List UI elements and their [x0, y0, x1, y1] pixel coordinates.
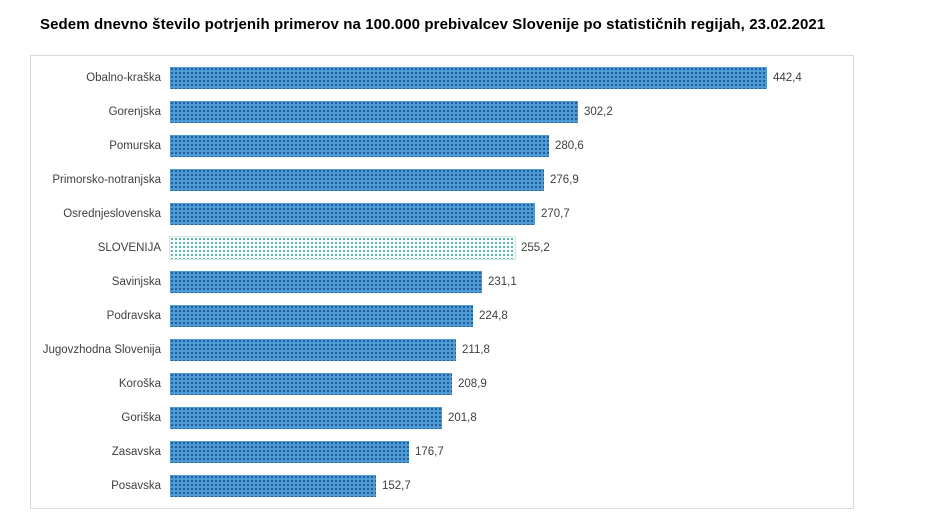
bar-row: Gorenjska 302,2	[31, 96, 853, 128]
value-label: 224,8	[479, 310, 508, 322]
category-label: Podravska	[106, 310, 161, 322]
bar	[170, 373, 452, 395]
bar-track: 201,8	[170, 407, 853, 429]
value-label: 280,6	[555, 140, 584, 152]
value-label: 201,8	[448, 412, 477, 424]
bar-row: Osrednjeslovenska 270,7	[31, 198, 853, 230]
bar-track: 176,7	[170, 441, 853, 463]
bar	[170, 407, 442, 429]
value-label: 211,8	[462, 344, 490, 356]
bar-row: Koroška 208,9	[31, 368, 853, 400]
bar-track: 208,9	[170, 373, 853, 395]
chart-title: Sedem dnevno število potrjenih primerov …	[40, 16, 826, 33]
bar-row: Posavska 152,7	[31, 470, 853, 502]
bar-row: Podravska 224,8	[31, 300, 853, 332]
bar	[170, 475, 376, 497]
bar-track: 231,1	[170, 271, 853, 293]
bar-row: Savinjska 231,1	[31, 266, 853, 298]
value-label: 176,7	[415, 446, 444, 458]
category-label: Primorsko-notranjska	[52, 174, 161, 186]
bar	[170, 339, 456, 361]
bar-row: Jugovzhodna Slovenija 211,8	[31, 334, 853, 366]
bar-track: 276,9	[170, 169, 853, 191]
bar-row: Goriška 201,8	[31, 402, 853, 434]
value-label: 276,9	[550, 174, 579, 186]
bar-track: 442,4	[170, 67, 853, 89]
category-label: Zasavska	[111, 446, 161, 458]
value-label: 302,2	[584, 106, 613, 118]
plot-area: Obalno-kraška 442,4 Gorenjska 302,2 Pomurska…	[30, 55, 854, 509]
bar	[170, 169, 544, 191]
category-label: Goriška	[121, 412, 161, 424]
value-label: 152,7	[382, 480, 411, 492]
bar	[170, 67, 767, 89]
value-label: 255,2	[521, 242, 550, 254]
bar	[170, 203, 535, 225]
bar	[170, 135, 549, 157]
value-label: 270,7	[541, 208, 570, 220]
bar-track: 280,6	[170, 135, 853, 157]
category-label: Savinjska	[111, 276, 161, 288]
category-label: Gorenjska	[108, 106, 161, 118]
bar-slovenija-highlight	[169, 236, 516, 260]
bar-track: 270,7	[170, 203, 853, 225]
bar-row: Primorsko-notranjska 276,9	[31, 164, 853, 196]
bar-row: Pomurska 280,6	[31, 130, 853, 162]
bar	[170, 305, 473, 327]
bar-row: Obalno-kraška 442,4	[31, 62, 853, 94]
category-label: Osrednjeslovenska	[63, 208, 161, 220]
value-label: 442,4	[773, 72, 802, 84]
bar-track: 152,7	[170, 475, 853, 497]
bar-row: Zasavska 176,7	[31, 436, 853, 468]
category-label: Jugovzhodna Slovenija	[42, 344, 161, 356]
bar-track: 224,8	[170, 305, 853, 327]
bar-rows: Obalno-kraška 442,4 Gorenjska 302,2 Pomurska…	[31, 61, 853, 503]
category-label: Posavska	[111, 480, 161, 492]
bar-track: 211,8	[170, 339, 853, 361]
category-label: SLOVENIJA	[97, 242, 161, 254]
category-label: Obalno-kraška	[86, 72, 161, 84]
bar	[170, 441, 409, 463]
bar-track: 302,2	[170, 101, 853, 123]
value-label: 231,1	[488, 276, 517, 288]
bar	[170, 271, 482, 293]
bar	[170, 101, 578, 123]
bar-track: 255,2	[169, 236, 853, 260]
category-label: Pomurska	[109, 140, 161, 152]
value-label: 208,9	[458, 378, 487, 390]
category-label: Koroška	[118, 378, 161, 390]
bar-row: SLOVENIJA 255,2	[31, 232, 853, 264]
